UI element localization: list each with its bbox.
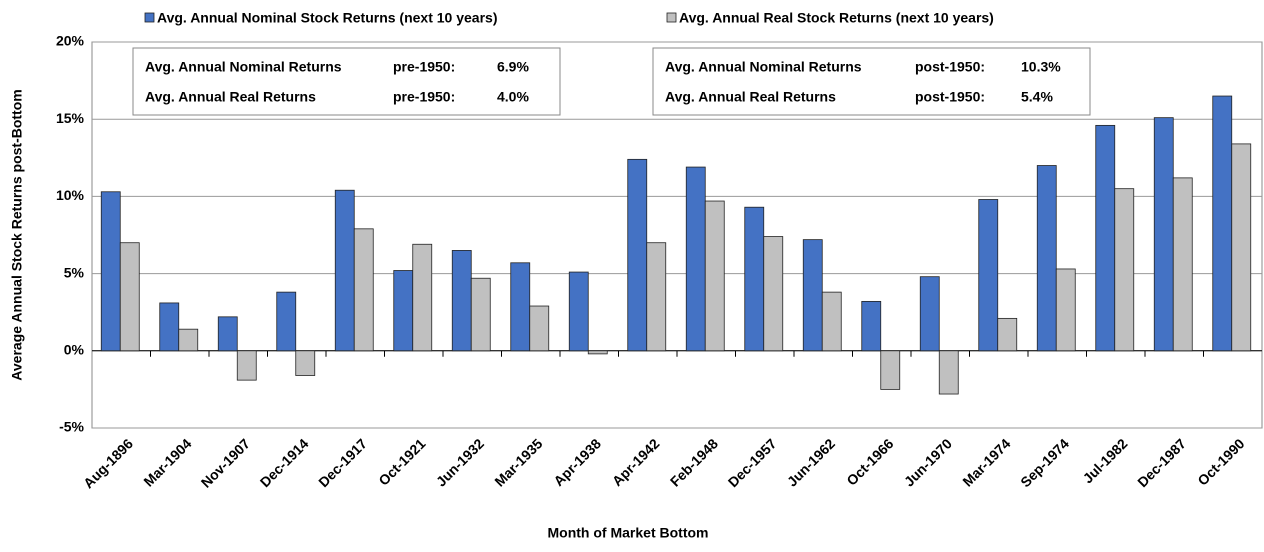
y-tick-label: 5% (64, 264, 85, 280)
bar (100, 191, 121, 352)
x-tick-label: Feb-1948 (667, 435, 721, 489)
bar (704, 200, 725, 352)
y-tick-label: -5% (59, 419, 84, 435)
x-tick-label: Jun-1970 (901, 435, 955, 489)
x-axis-title: Month of Market Bottom (548, 525, 709, 541)
bar (295, 350, 316, 376)
bar (529, 305, 550, 352)
bar (587, 350, 608, 355)
bar (763, 236, 784, 352)
annotation-text: Avg. Annual Real Returns (145, 89, 316, 105)
x-tick-label: Mar-1974 (959, 435, 1013, 489)
legend-swatch (666, 12, 677, 23)
bar (1172, 177, 1193, 352)
x-tick-label: Mar-1935 (491, 435, 545, 489)
bar (334, 189, 355, 352)
annotation-text: Avg. Annual Nominal Returns (145, 59, 342, 75)
annotation-text: Avg. Annual Real Returns (665, 89, 836, 105)
bar (451, 250, 472, 352)
x-tick-label: Dec-1987 (1134, 435, 1189, 490)
bar (217, 316, 238, 352)
bar (1055, 268, 1076, 352)
bar (236, 350, 257, 381)
bar (568, 271, 589, 352)
annotation-text: 4.0% (497, 89, 529, 105)
bar (978, 199, 999, 352)
bar (997, 317, 1018, 352)
bar (744, 206, 765, 352)
bar (880, 350, 901, 390)
bar (861, 300, 882, 352)
x-tick-label: Sep-1974 (1017, 435, 1072, 490)
x-tick-label: Oct-1921 (375, 435, 428, 488)
x-tick-label: Nov-1907 (198, 435, 253, 490)
annotation-box (132, 47, 561, 116)
y-tick-label: 20% (56, 33, 85, 49)
annotation-text: 10.3% (1021, 59, 1061, 75)
bar (1036, 165, 1057, 352)
y-tick-label: 15% (56, 110, 85, 126)
annotation-text: 5.4% (1021, 89, 1053, 105)
annotation-text: post-1950: (915, 89, 985, 105)
x-tick-label: Apr-1938 (550, 435, 604, 489)
bar (159, 302, 180, 352)
x-tick-label: Jun-1932 (433, 435, 487, 489)
x-tick-label: Dec-1957 (725, 435, 780, 490)
annotation-text: post-1950: (915, 59, 985, 75)
bar (393, 270, 414, 352)
x-tick-label: Oct-1990 (1194, 435, 1247, 488)
bar (119, 242, 140, 352)
annotation-text: pre-1950: (393, 59, 455, 75)
bar (470, 277, 491, 352)
legend-label: Avg. Annual Nominal Stock Returns (next … (157, 10, 498, 26)
bar (821, 291, 842, 352)
bar (938, 350, 959, 395)
x-tick-label: Dec-1914 (257, 435, 312, 490)
bar (1153, 117, 1174, 352)
x-tick-label: Dec-1917 (315, 435, 370, 490)
x-tick-label: Aug-1896 (80, 435, 136, 491)
bar (1095, 124, 1116, 352)
bar (685, 166, 706, 352)
bar (178, 328, 199, 352)
annotation-text: pre-1950: (393, 89, 455, 105)
bar (1231, 143, 1252, 352)
legend-swatch (144, 12, 155, 23)
bar (276, 291, 297, 352)
y-axis-title: Average Annual Stock Returns post-Bottom (9, 89, 25, 380)
annotation-text: 6.9% (497, 59, 529, 75)
x-tick-label: Oct-1966 (843, 435, 896, 488)
bar (1212, 95, 1233, 352)
annotation-text: Avg. Annual Nominal Returns (665, 59, 862, 75)
bar (919, 276, 940, 352)
bar (627, 158, 648, 352)
bar (1114, 188, 1135, 352)
x-tick-label: Apr-1942 (609, 435, 663, 489)
y-tick-label: 0% (64, 342, 85, 358)
legend-label: Avg. Annual Real Stock Returns (next 10 … (679, 10, 994, 26)
x-tick-label: Jun-1962 (784, 435, 838, 489)
y-tick-label: 10% (56, 187, 85, 203)
x-tick-label: Mar-1904 (140, 435, 194, 489)
annotation-box (652, 47, 1091, 116)
bar (510, 262, 531, 352)
bar (646, 242, 667, 352)
bar (412, 243, 433, 352)
bar (353, 228, 374, 352)
x-tick-label: Jul-1982 (1080, 435, 1131, 486)
bar (802, 239, 823, 352)
